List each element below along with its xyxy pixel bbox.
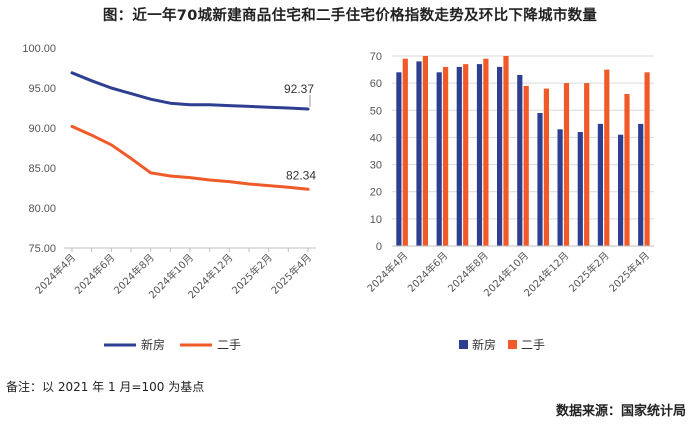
bar-second-hand <box>483 58 489 247</box>
y-tick-label: 70 <box>370 51 382 63</box>
bar-new-home <box>396 72 402 246</box>
data-label-new-home: 92.37 <box>284 82 314 96</box>
bar-new-home <box>618 134 624 246</box>
bar-second-hand <box>402 58 408 247</box>
right-bar-chart: 0102030405060702024年4月2024年6月2024年8月2024… <box>364 51 654 352</box>
legend-swatch-new-home <box>459 340 468 349</box>
bar-new-home <box>638 123 644 246</box>
source-note: 数据来源：国家统计局 <box>555 404 686 419</box>
bar-new-home <box>537 113 543 246</box>
series-line-second-hand <box>70 124 310 191</box>
y-tick-label: 80.00 <box>28 203 56 215</box>
x-tick-label: 2025年4月 <box>268 251 314 297</box>
bar-new-home <box>436 72 442 246</box>
bar-new-home <box>517 75 523 246</box>
y-tick-label: 75.00 <box>28 243 56 255</box>
footnote: 备注：以 2021 年 1 月=100 为基点 <box>6 380 205 394</box>
x-tick-label: 2025年4月 <box>606 249 652 295</box>
legend-label-new-home: 新房 <box>472 337 496 352</box>
x-tick-label: 2025年2月 <box>229 251 275 297</box>
bar-new-home <box>597 123 603 246</box>
x-tick-label: 2024年8月 <box>445 249 491 295</box>
x-tick-label: 2024年4月 <box>364 249 410 295</box>
y-tick-label: 40 <box>370 132 382 144</box>
legend-label-new-home: 新房 <box>141 337 165 352</box>
chart-title: 图：近一年70城新建商品住宅和二手住宅价格指数走势及环比下降城市数量 <box>102 8 598 24</box>
series-line-new-home <box>70 71 310 111</box>
bar-new-home <box>456 66 462 247</box>
y-tick-label: 100.00 <box>22 43 56 55</box>
y-tick-label: 30 <box>370 160 382 172</box>
bar-new-home <box>416 61 422 247</box>
bar-second-hand <box>503 56 509 246</box>
bar-second-hand <box>604 69 610 246</box>
data-label-second-hand: 82.34 <box>286 168 316 182</box>
bar-second-hand <box>624 94 630 246</box>
x-tick-label: 2024年6月 <box>72 251 118 297</box>
bar-second-hand <box>543 88 549 246</box>
y-tick-label: 60 <box>370 78 382 90</box>
bar-second-hand <box>443 66 449 247</box>
y-tick-label: 10 <box>370 214 382 226</box>
x-tick-label: 2024年4月 <box>32 251 78 297</box>
y-tick-label: 85.00 <box>28 163 56 175</box>
bar-new-home <box>497 66 503 247</box>
x-tick-label: 2024年6月 <box>405 249 451 295</box>
y-tick-label: 90.00 <box>28 123 56 135</box>
legend-label-second-hand: 二手 <box>521 338 545 352</box>
y-tick-label: 95.00 <box>28 83 56 95</box>
x-tick-label: 2025年2月 <box>566 249 612 295</box>
bar-second-hand <box>563 83 570 246</box>
bar-new-home <box>557 129 563 246</box>
legend-label-second-hand: 二手 <box>217 338 241 352</box>
y-tick-label: 0 <box>376 241 382 253</box>
bar-second-hand <box>523 85 529 247</box>
bar-new-home <box>476 64 483 246</box>
bar-second-hand <box>644 72 650 246</box>
left-line-chart: 75.0080.0085.0090.0095.00100.002024年4月20… <box>22 43 316 352</box>
y-tick-label: 20 <box>370 187 382 199</box>
y-tick-label: 50 <box>370 105 382 117</box>
bar-second-hand <box>463 64 469 246</box>
bar-second-hand <box>584 83 590 246</box>
legend-swatch-second-hand <box>508 340 517 349</box>
bar-new-home <box>577 132 583 246</box>
bar-second-hand <box>422 56 428 246</box>
